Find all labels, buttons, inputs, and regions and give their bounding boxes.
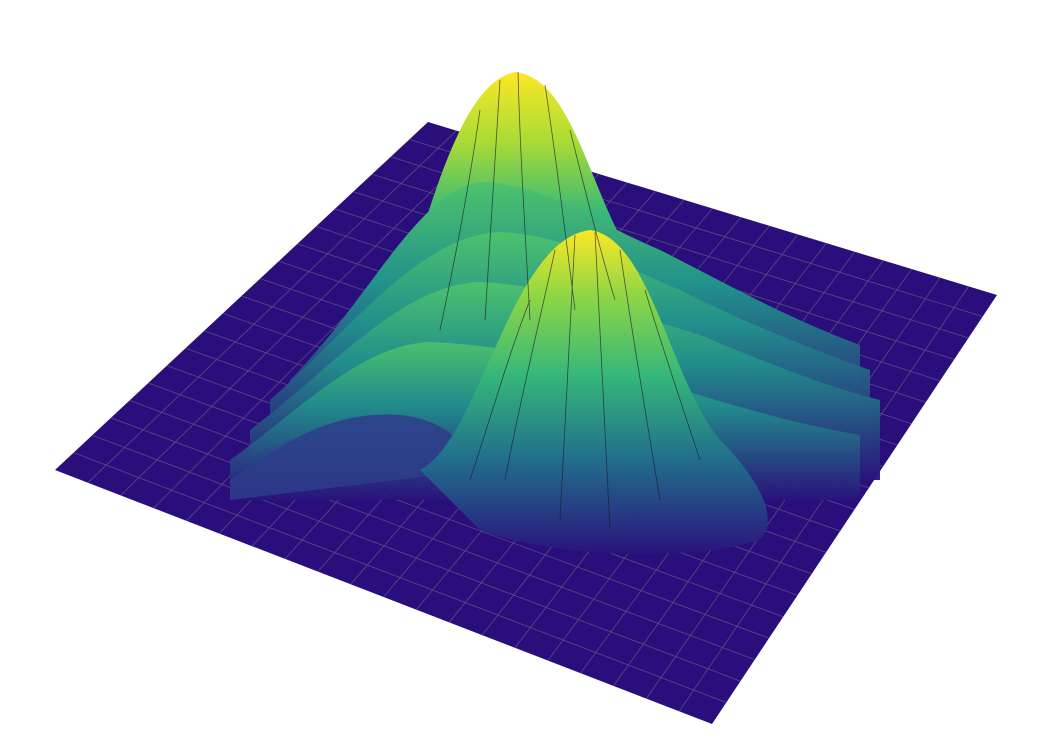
mesh-lines <box>439 71 701 531</box>
grid-line <box>92 434 741 682</box>
ridge <box>230 414 480 500</box>
grid-line <box>129 400 770 639</box>
grid-line <box>110 417 755 661</box>
grid-line <box>73 452 727 703</box>
front-peak <box>420 230 768 554</box>
